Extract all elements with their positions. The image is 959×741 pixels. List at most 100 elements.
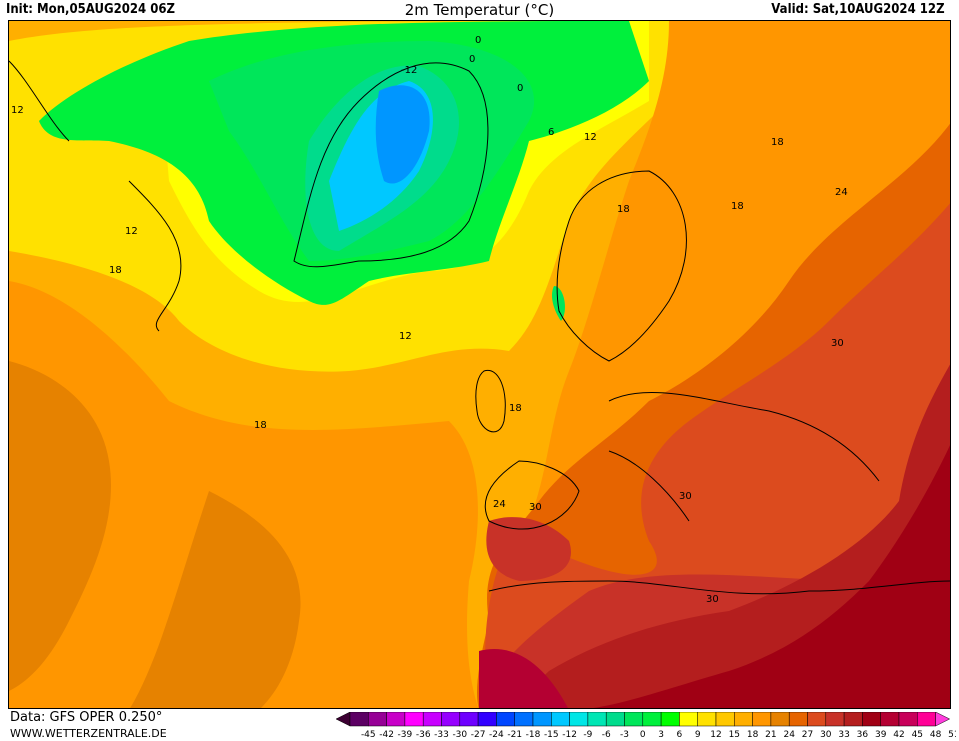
temp-zone-42 bbox=[479, 649, 568, 708]
contour-label: 30 bbox=[831, 338, 844, 349]
legend-swatch bbox=[551, 712, 570, 727]
legend-tick-label: 27 bbox=[802, 730, 813, 740]
legend-tick-label: 48 bbox=[930, 730, 942, 740]
legend-tick-label: -21 bbox=[507, 730, 522, 740]
legend-swatch bbox=[862, 712, 881, 727]
contour-label: 18 bbox=[109, 265, 122, 276]
legend-swatch bbox=[404, 712, 424, 727]
legend-tick-label: 0 bbox=[640, 730, 646, 740]
coastlines bbox=[9, 60, 950, 595]
legend-tick-label: -24 bbox=[489, 730, 504, 740]
legend-tick-label: -27 bbox=[471, 730, 486, 740]
legend-tick-label: -18 bbox=[526, 730, 541, 740]
legend-tick-label: 21 bbox=[765, 730, 776, 740]
legend-tick-label: -9 bbox=[583, 730, 592, 740]
legend-tick-label: -3 bbox=[620, 730, 629, 740]
temp-zone-minus-15 bbox=[375, 85, 430, 184]
legend-tick-label: 9 bbox=[695, 730, 701, 740]
legend-tick-label: -33 bbox=[434, 730, 449, 740]
legend-tick-label: -36 bbox=[416, 730, 431, 740]
legend-swatch bbox=[459, 712, 479, 727]
legend-tick-label: 18 bbox=[747, 730, 759, 740]
legend-swatch bbox=[679, 712, 698, 727]
temp-zone-24 bbox=[130, 491, 301, 708]
legend-swatch bbox=[843, 712, 863, 727]
legend-tick-label: 51 bbox=[948, 730, 956, 740]
contour-label: 12 bbox=[11, 105, 24, 116]
legend-tick-label: 30 bbox=[820, 730, 832, 740]
legend-tick-label: -39 bbox=[398, 730, 413, 740]
legend-swatch bbox=[496, 712, 515, 727]
contour-label: 24 bbox=[493, 499, 506, 510]
legend-tick-label: 24 bbox=[783, 730, 795, 740]
legend-tick-label: -15 bbox=[544, 730, 559, 740]
map-title: 2m Temperatur (°C) bbox=[404, 1, 555, 19]
legend-swatch bbox=[880, 712, 900, 727]
contour-label: 30 bbox=[679, 491, 692, 502]
temp-zone-24 bbox=[9, 361, 111, 691]
contour-label: 18 bbox=[617, 204, 630, 215]
temp-zone-33-iberia bbox=[486, 517, 571, 581]
legend-tick-label: -42 bbox=[379, 730, 394, 740]
contour-label: 0 bbox=[469, 54, 475, 65]
contour-label: 18 bbox=[254, 420, 267, 431]
legend-swatch bbox=[441, 712, 461, 727]
contour-label: -12 bbox=[401, 65, 417, 76]
legend-swatch bbox=[734, 712, 753, 727]
contour-label: 18 bbox=[509, 403, 522, 414]
legend-swatch bbox=[386, 712, 406, 727]
legend-tick-label: 6 bbox=[677, 730, 683, 740]
legend-tick-label: 15 bbox=[729, 730, 740, 740]
legend-swatch bbox=[660, 712, 680, 727]
legend-swatch bbox=[697, 712, 717, 727]
temp-zone-39 bbox=[592, 445, 950, 708]
legend-swatch bbox=[368, 712, 387, 727]
init-time-label: Init: Mon,05AUG2024 06Z bbox=[6, 2, 175, 17]
temp-zone-21 bbox=[9, 281, 479, 708]
legend-tick-label: -45 bbox=[361, 730, 376, 740]
temp-zone-norway bbox=[551, 286, 565, 321]
legend-swatch bbox=[715, 712, 735, 727]
legend-tick-label: -6 bbox=[602, 730, 611, 740]
contour-label: 6 bbox=[548, 127, 554, 138]
legend-swatch bbox=[752, 712, 772, 727]
legend-tick-label: -12 bbox=[562, 730, 577, 740]
data-source-label: Data: GFS OPER 0.250° bbox=[10, 710, 163, 725]
legend-swatch bbox=[605, 712, 625, 727]
legend-swatch bbox=[770, 712, 790, 727]
legend-swatch bbox=[587, 712, 607, 727]
legend-swatch bbox=[807, 712, 827, 727]
website-label: WWW.WETTERZENTRALE.DE bbox=[10, 727, 167, 740]
legend-swatch bbox=[624, 712, 644, 727]
legend-swatch bbox=[514, 712, 534, 727]
legend-swatch bbox=[825, 712, 845, 727]
legend-swatch bbox=[898, 712, 918, 727]
legend-tick-label: 45 bbox=[912, 730, 923, 740]
temperature-map: 0 0 0 -12 6 12 12 12 12 18 18 18 18 18 18 24 24 30 30 30 30 bbox=[8, 20, 951, 709]
legend-swatch bbox=[917, 712, 936, 727]
legend-tick-label: 12 bbox=[710, 730, 721, 740]
legend-tick-label: 39 bbox=[875, 730, 887, 740]
legend-swatch bbox=[422, 712, 442, 727]
legend-tick-label: 3 bbox=[658, 730, 664, 740]
legend-tick-label: -30 bbox=[452, 730, 467, 740]
legend-swatch bbox=[642, 712, 662, 727]
legend-swatch bbox=[477, 712, 497, 727]
legend-low-arrow bbox=[335, 712, 351, 727]
contour-label: 0 bbox=[475, 35, 481, 46]
valid-time-label: Valid: Sat,10AUG2024 12Z bbox=[771, 2, 945, 17]
legend-swatch bbox=[788, 712, 808, 727]
legend-tick-label: 33 bbox=[838, 730, 849, 740]
color-legend: -45 -42 -39 -36 -33 -30 -27 -24 -21 -18 -15 -12 -9 -6… bbox=[335, 712, 956, 740]
contour-label: 18 bbox=[771, 137, 784, 148]
contour-label: 12 bbox=[125, 226, 138, 237]
legend-tick-label: 42 bbox=[893, 730, 904, 740]
contour-label: 18 bbox=[731, 201, 744, 212]
legend-swatch bbox=[349, 712, 369, 727]
legend-swatch bbox=[569, 712, 589, 727]
legend-swatch bbox=[532, 712, 552, 727]
contour-label: 12 bbox=[584, 132, 597, 143]
contour-label: 30 bbox=[706, 594, 719, 605]
legend-high-arrow bbox=[935, 712, 951, 727]
contour-label: 30 bbox=[529, 502, 542, 513]
